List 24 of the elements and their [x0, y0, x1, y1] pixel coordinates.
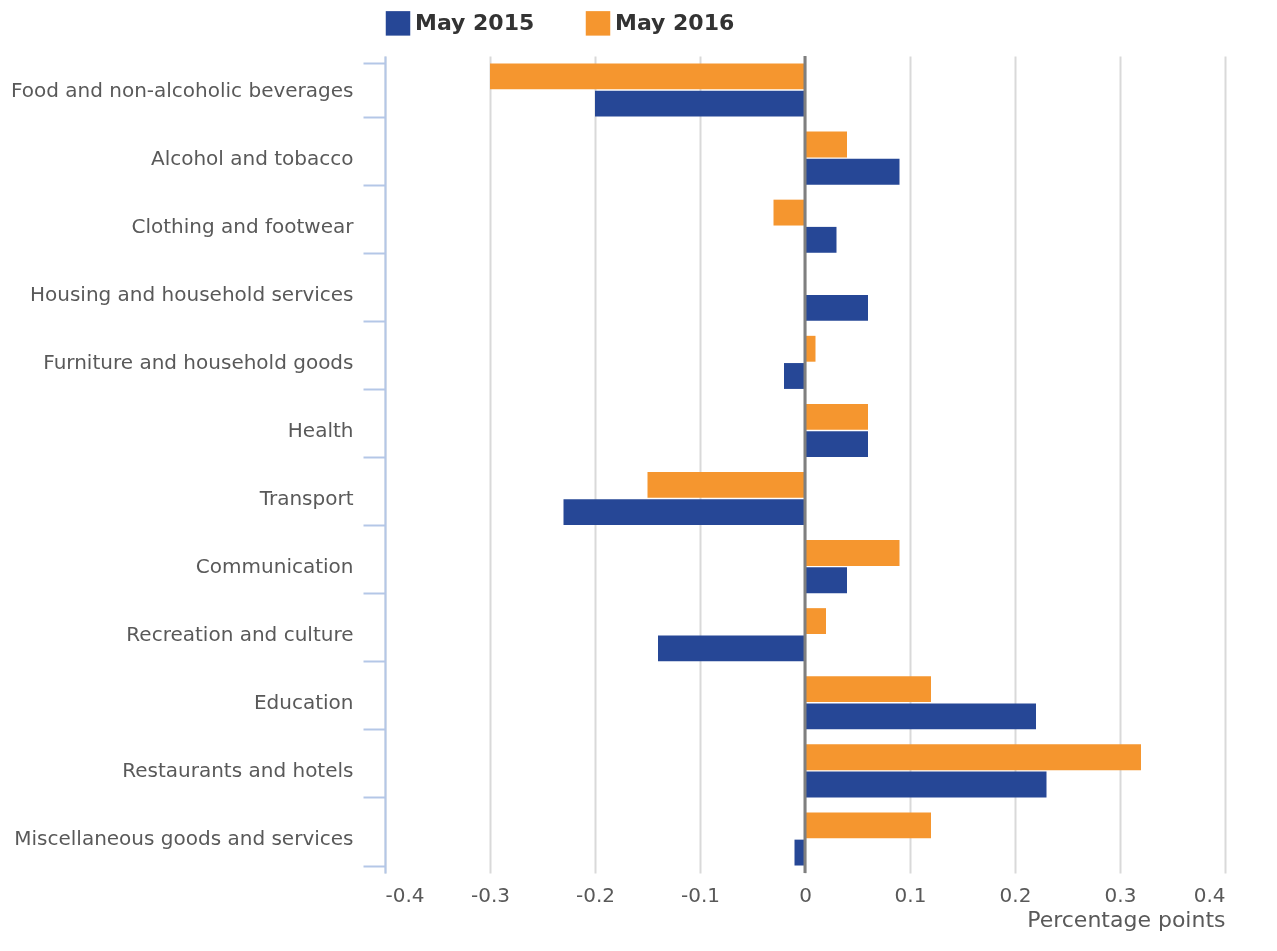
- legend-label: May 2016: [615, 10, 735, 36]
- y-tick-label: Clothing and footwear: [131, 213, 355, 238]
- x-tick-label: -0.1: [680, 882, 721, 907]
- y-tick-label: Education: [253, 690, 354, 715]
- x-axis-title: Percentage points: [1027, 906, 1226, 932]
- y-tick-label: Health: [287, 417, 354, 442]
- x-tick-label: -0.4: [385, 882, 425, 907]
- x-tick-label: 0.2: [999, 882, 1032, 907]
- y-tick-label: Transport: [258, 486, 354, 511]
- x-tick-label: 0.4: [1193, 882, 1226, 907]
- x-tick-label: -0.3: [470, 882, 511, 907]
- x-tick-label: 0: [799, 882, 812, 907]
- x-tick-label: 0.1: [894, 882, 927, 907]
- y-tick-label: Communication: [195, 554, 354, 579]
- y-tick-label: Recreation and culture: [126, 622, 354, 647]
- y-tick-label: Miscellaneous goods and services: [14, 826, 354, 851]
- x-tick-label: 0.3: [1104, 882, 1137, 907]
- y-tick-label: Alcohol and tobacco: [150, 145, 354, 170]
- y-tick-label: Furniture and household goods: [43, 349, 354, 374]
- y-tick-label: Restaurants and hotels: [122, 758, 354, 783]
- y-tick-label: Food and non-alcoholic beverages: [10, 77, 354, 102]
- legend-label: May 2015: [415, 10, 535, 36]
- y-tick-label: Housing and household services: [29, 281, 354, 306]
- x-tick-label: -0.2: [575, 882, 616, 907]
